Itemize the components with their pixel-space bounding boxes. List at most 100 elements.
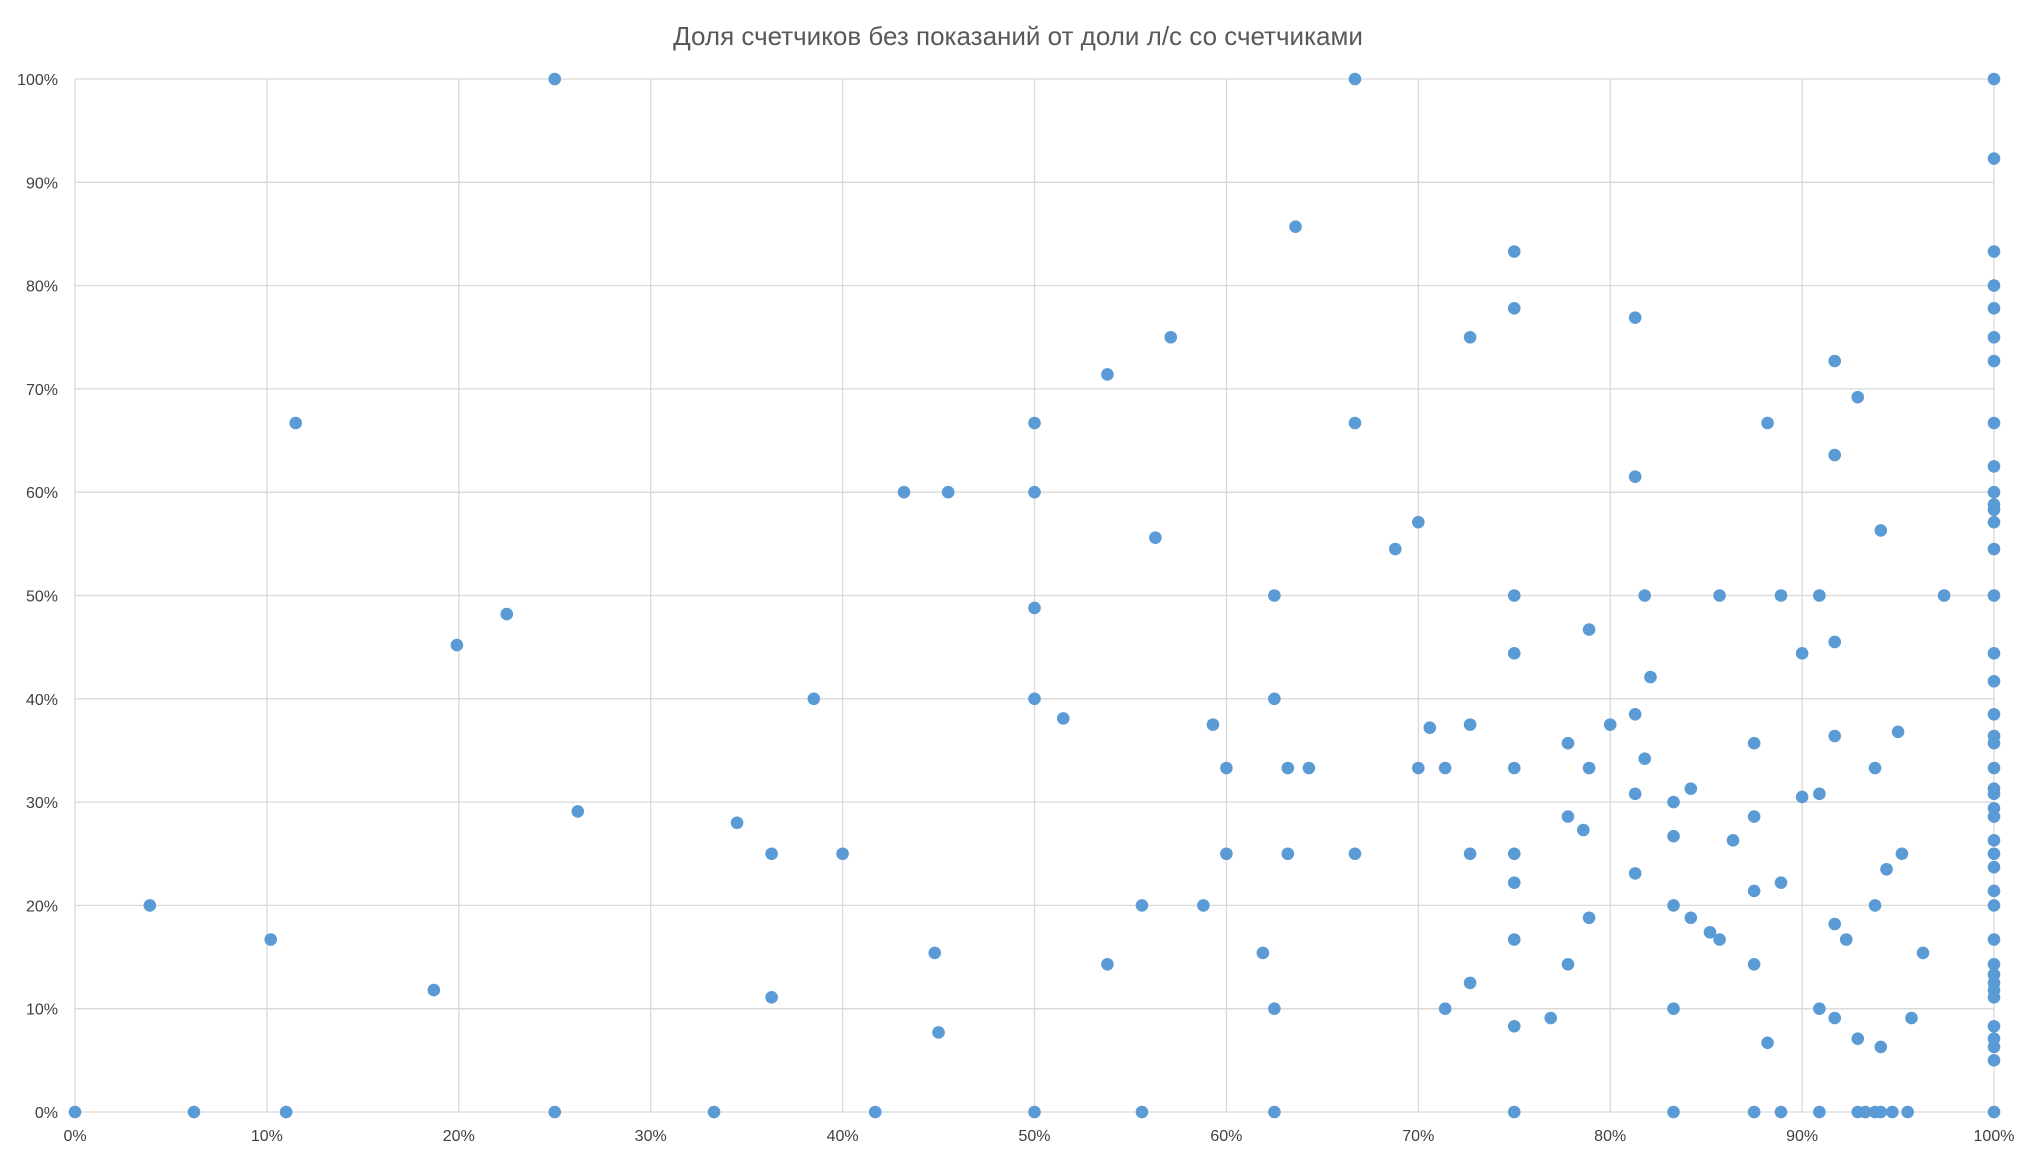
- data-point: [1423, 721, 1437, 735]
- data-point: [807, 692, 821, 706]
- data-point: [1438, 761, 1452, 775]
- data-point: [932, 1026, 945, 1039]
- data-point: [1197, 899, 1210, 912]
- data-point: [1056, 712, 1070, 725]
- y-tick-label: 50%: [26, 589, 58, 606]
- data-point: [1795, 790, 1809, 804]
- data-point: [1684, 782, 1698, 795]
- data-point: [1544, 1011, 1558, 1025]
- data-point: [1891, 725, 1905, 739]
- data-point: [1987, 302, 2001, 315]
- x-tick-label: 80%: [1594, 1128, 1626, 1145]
- data-point: [1507, 245, 1521, 258]
- data-point: [187, 1105, 201, 1119]
- x-tick-label: 30%: [635, 1128, 667, 1145]
- data-point: [1905, 1011, 1918, 1025]
- data-point: [730, 816, 744, 830]
- data-point: [1747, 957, 1761, 971]
- data-point: [1220, 761, 1233, 775]
- data-point: [1987, 674, 2001, 688]
- data-point: [1987, 834, 2001, 847]
- data-point: [1268, 1002, 1281, 1015]
- data-point: [1851, 1032, 1865, 1045]
- data-point: [1463, 976, 1477, 990]
- y-tick-label: 90%: [26, 175, 58, 192]
- data-point: [1987, 1019, 2001, 1033]
- data-point: [279, 1105, 293, 1119]
- data-point: [1507, 847, 1521, 861]
- x-tick-label: 90%: [1786, 1128, 1818, 1145]
- data-point: [1774, 589, 1788, 602]
- data-point: [1561, 957, 1575, 971]
- data-point: [1795, 647, 1809, 660]
- data-point: [1987, 354, 2001, 368]
- data-point: [1987, 787, 2001, 801]
- data-point: [1813, 589, 1826, 602]
- data-point: [1281, 847, 1295, 861]
- x-tick-label: 40%: [827, 1128, 859, 1145]
- data-point: [1747, 736, 1761, 750]
- data-point: [928, 946, 942, 960]
- data-point: [1885, 1105, 1899, 1119]
- data-point: [1628, 867, 1642, 880]
- data-point: [1463, 330, 1477, 344]
- data-point: [1667, 829, 1680, 843]
- data-point: [1684, 911, 1698, 925]
- data-point: [1828, 448, 1842, 462]
- data-point: [1987, 647, 2001, 660]
- data-point: [1135, 899, 1149, 912]
- y-tick-label: 10%: [26, 1002, 58, 1019]
- x-tick-label: 50%: [1018, 1128, 1050, 1145]
- data-point: [1703, 925, 1717, 939]
- data-point: [548, 72, 562, 86]
- data-point: [1868, 761, 1882, 775]
- data-point: [1987, 416, 2001, 430]
- data-point: [1987, 991, 2001, 1004]
- y-tick-label: 100%: [17, 72, 58, 89]
- data-point: [868, 1105, 882, 1119]
- data-point: [1638, 752, 1652, 766]
- data-point: [500, 607, 514, 621]
- data-point: [1726, 834, 1740, 847]
- data-point: [1438, 1002, 1452, 1015]
- data-point: [1164, 330, 1178, 344]
- data-point: [1149, 531, 1162, 544]
- data-point: [1987, 589, 2001, 602]
- data-point: [1268, 589, 1281, 602]
- y-tick-label: 60%: [26, 485, 58, 502]
- data-point: [1028, 692, 1041, 706]
- data-point: [1507, 1105, 1521, 1119]
- data-point: [1412, 761, 1425, 775]
- data-point: [1667, 1002, 1680, 1015]
- data-point: [1813, 1105, 1826, 1119]
- data-point: [1507, 761, 1521, 775]
- data-point: [1638, 589, 1652, 602]
- data-point: [1813, 787, 1826, 801]
- data-point: [707, 1105, 721, 1119]
- y-axis-tick-labels: 0% 10% 20% 30% 40% 50% 60% 70% 80% 90% 100%: [17, 72, 58, 1122]
- data-point: [1507, 647, 1521, 660]
- data-point: [1828, 1011, 1842, 1025]
- data-point: [1463, 847, 1477, 861]
- data-point: [1667, 795, 1680, 809]
- data-point: [1268, 1105, 1281, 1119]
- x-axis-tick-labels: 0% 10% 20% 30% 40% 50% 60% 70% 80% 90% 100%: [63, 1128, 2014, 1145]
- y-tick-label: 0%: [35, 1105, 58, 1122]
- data-point: [1561, 736, 1575, 750]
- data-point: [264, 933, 278, 946]
- data-point: [427, 983, 441, 997]
- data-point: [1628, 311, 1642, 324]
- data-point: [1761, 416, 1774, 430]
- data-point: [836, 847, 849, 861]
- data-point: [1281, 761, 1295, 775]
- data-point: [1874, 1040, 1888, 1054]
- data-point: [1874, 524, 1888, 537]
- data-point: [1813, 1002, 1826, 1015]
- data-point: [1028, 1105, 1041, 1119]
- data-point: [68, 1105, 82, 1119]
- data-point: [1135, 1105, 1149, 1119]
- data-point: [1220, 847, 1233, 861]
